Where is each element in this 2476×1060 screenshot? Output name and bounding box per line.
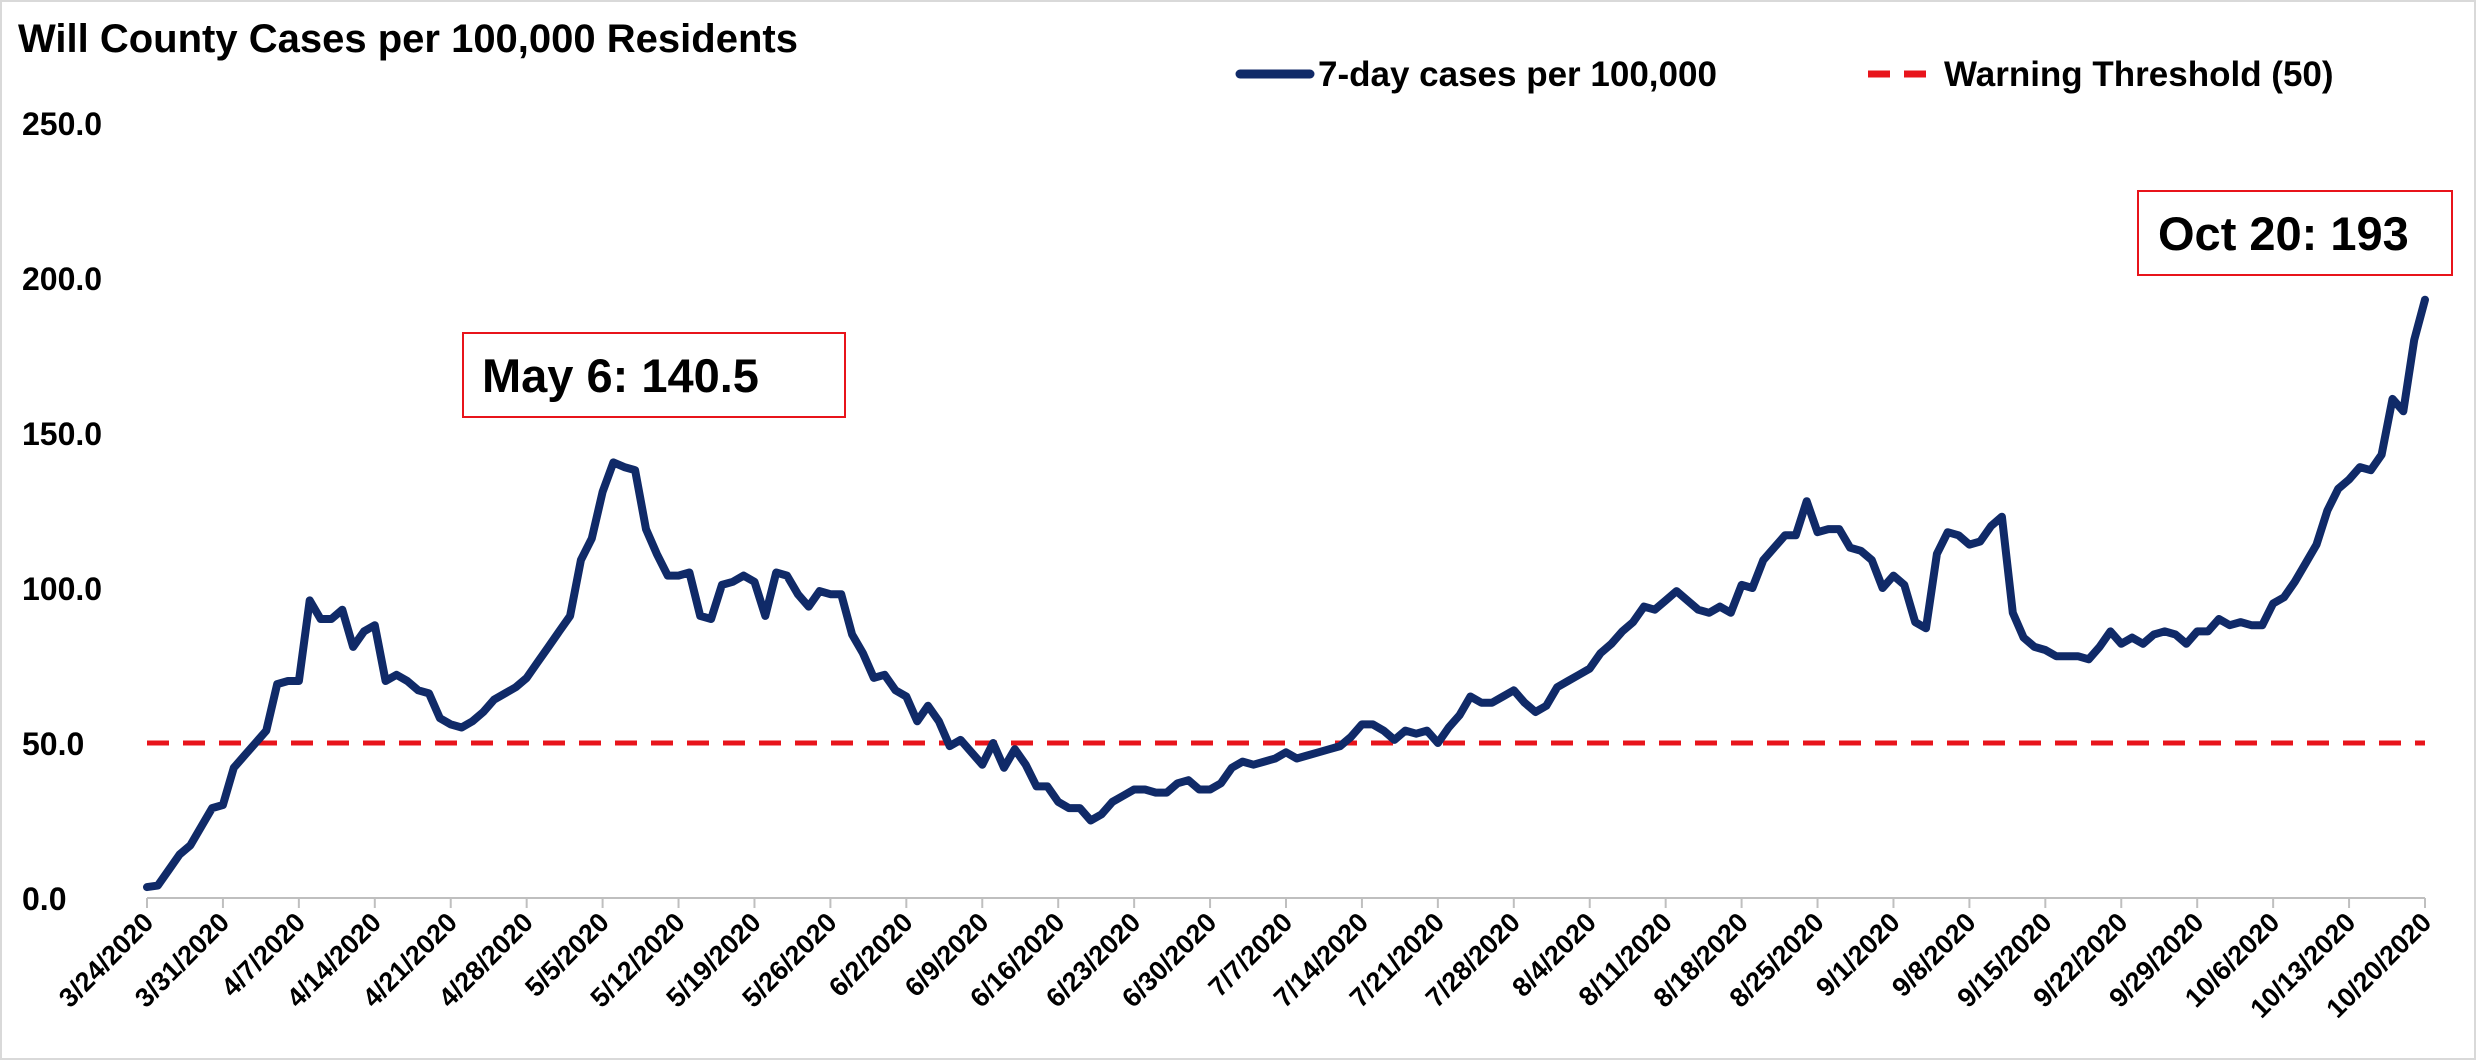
y-tick-label: 100.0: [22, 571, 102, 607]
annotation: May 6: 140.5: [482, 349, 759, 402]
legend-label: Warning Threshold (50): [1944, 55, 2334, 94]
series-line: [143, 295, 2429, 892]
annotation-box: [2137, 190, 2453, 276]
y-tick-label: 250.0: [22, 106, 102, 142]
annotations: May 6: 140.5 Oct 20: 193: [462, 190, 2453, 418]
y-tick-label: 150.0: [22, 416, 102, 452]
annotation-box: [462, 332, 846, 418]
y-tick-label: 200.0: [22, 261, 102, 297]
y-tick-label: 0.0: [22, 881, 66, 917]
legend-label: 7-day cases per 100,000: [1318, 55, 1717, 94]
annotation: Oct 20: 193: [2158, 207, 2409, 260]
y-tick-label: 50.0: [22, 726, 84, 762]
chart-title: Will County Cases per 100,000 Residents: [18, 17, 798, 61]
legend: 7-day cases per 100,000 Warning Threshol…: [1235, 55, 2334, 94]
